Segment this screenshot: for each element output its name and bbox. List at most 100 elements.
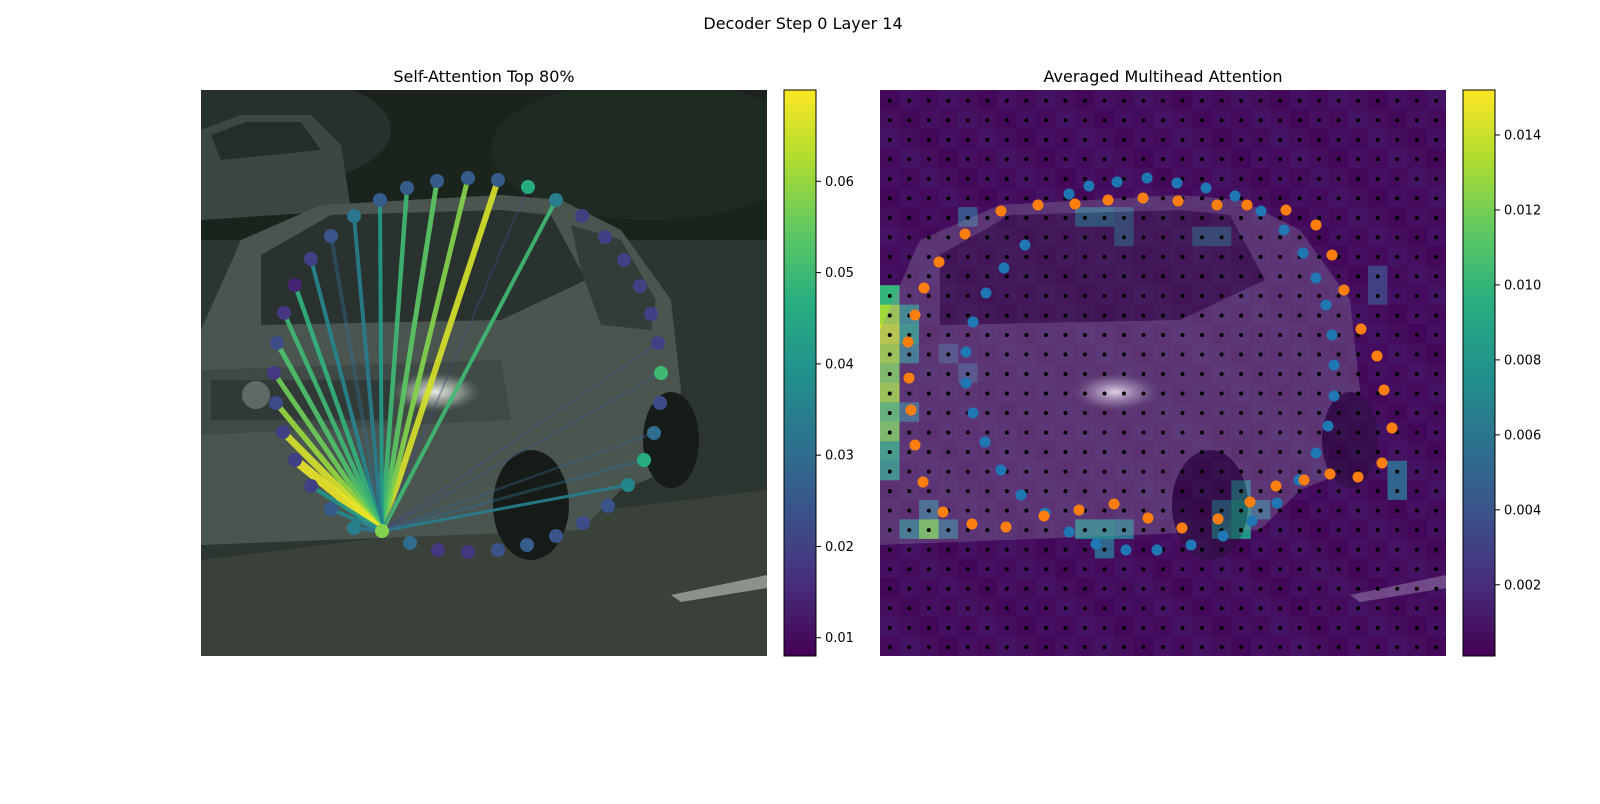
reference-dot bbox=[965, 332, 970, 337]
reference-dot bbox=[1434, 313, 1439, 318]
reference-dot bbox=[1043, 293, 1048, 298]
query-point bbox=[324, 229, 338, 243]
reference-dot bbox=[1024, 176, 1029, 181]
reference-dot bbox=[1200, 372, 1205, 376]
reference-dot bbox=[1297, 567, 1302, 572]
reference-dot bbox=[1434, 118, 1439, 123]
reference-dot bbox=[1063, 547, 1068, 552]
colorbar-tick-label: 0.04 bbox=[825, 357, 854, 372]
reference-dot bbox=[1356, 274, 1361, 279]
sampling-point bbox=[1151, 544, 1163, 556]
reference-dot bbox=[1258, 176, 1263, 181]
predicted-point bbox=[1176, 522, 1188, 534]
reference-dot bbox=[946, 489, 951, 494]
reference-dot bbox=[1180, 586, 1185, 591]
reference-dot bbox=[1414, 606, 1419, 611]
reference-dot bbox=[1258, 196, 1263, 201]
predicted-point bbox=[918, 282, 930, 294]
reference-dot bbox=[946, 372, 951, 376]
reference-dot bbox=[1161, 430, 1165, 435]
predicted-point bbox=[1280, 204, 1292, 216]
reference-dot bbox=[1336, 489, 1341, 494]
reference-dot bbox=[1141, 469, 1146, 474]
reference-dot bbox=[1375, 528, 1380, 533]
reference-dot bbox=[926, 567, 931, 572]
reference-dot bbox=[985, 469, 990, 474]
reference-dot bbox=[1121, 332, 1126, 337]
reference-dot bbox=[907, 352, 912, 357]
reference-dot bbox=[1219, 235, 1224, 240]
reference-dot bbox=[1141, 352, 1146, 357]
query-point bbox=[491, 543, 505, 557]
reference-dot bbox=[1356, 352, 1361, 357]
reference-dot bbox=[1395, 274, 1400, 279]
reference-dot bbox=[1297, 645, 1302, 650]
reference-dot bbox=[1161, 372, 1165, 376]
reference-dot bbox=[1043, 606, 1048, 611]
reference-dot bbox=[985, 176, 990, 181]
reference-dot bbox=[1180, 469, 1185, 474]
reference-dot bbox=[1082, 176, 1087, 181]
reference-dot bbox=[887, 645, 892, 650]
reference-dot bbox=[1239, 215, 1244, 220]
predicted-point bbox=[1032, 199, 1044, 211]
reference-dot bbox=[1102, 157, 1107, 162]
reference-dot bbox=[1239, 98, 1244, 103]
reference-dot bbox=[887, 547, 892, 552]
reference-dot bbox=[1200, 274, 1205, 279]
reference-dot bbox=[946, 391, 951, 396]
reference-dot bbox=[1414, 332, 1419, 337]
reference-dot bbox=[1082, 450, 1087, 455]
reference-dot bbox=[1102, 372, 1107, 376]
reference-dot bbox=[985, 586, 990, 591]
reference-dot bbox=[1043, 215, 1048, 220]
reference-dot bbox=[1043, 137, 1048, 142]
reference-dot bbox=[1063, 508, 1068, 513]
reference-dot bbox=[1297, 98, 1302, 103]
reference-dot bbox=[1102, 430, 1107, 435]
reference-dot bbox=[1063, 137, 1068, 142]
reference-dot bbox=[907, 489, 912, 494]
sampling-point bbox=[960, 377, 972, 389]
reference-dot bbox=[926, 137, 931, 142]
reference-dot bbox=[1278, 274, 1283, 279]
reference-dot bbox=[1395, 215, 1400, 220]
predicted-point bbox=[1172, 195, 1184, 207]
reference-dot bbox=[1317, 332, 1322, 337]
reference-dot bbox=[1297, 469, 1302, 474]
query-point bbox=[549, 529, 563, 543]
reference-dot bbox=[1043, 196, 1048, 201]
reference-dot bbox=[1082, 430, 1087, 435]
sampling-point bbox=[1090, 538, 1102, 550]
reference-dot bbox=[1414, 235, 1419, 240]
reference-dot bbox=[1297, 274, 1302, 279]
attention-edge bbox=[381, 372, 662, 532]
reference-dot bbox=[1239, 293, 1244, 298]
reference-dot bbox=[965, 391, 970, 396]
reference-dot bbox=[1278, 176, 1283, 181]
reference-dot bbox=[1063, 625, 1068, 630]
reference-dot bbox=[1141, 137, 1146, 142]
query-point bbox=[598, 230, 612, 244]
reference-dot bbox=[1356, 586, 1361, 591]
reference-dot bbox=[907, 606, 912, 611]
reference-dot bbox=[1141, 313, 1146, 318]
predicted-point bbox=[1298, 474, 1310, 486]
reference-dot bbox=[1141, 528, 1146, 533]
reference-dot bbox=[926, 235, 931, 240]
reference-dot bbox=[1102, 489, 1107, 494]
reference-dot bbox=[965, 98, 970, 103]
reference-dot bbox=[1395, 625, 1400, 630]
reference-dot bbox=[1395, 372, 1400, 376]
reference-dot bbox=[1336, 274, 1341, 279]
reference-dot bbox=[1434, 215, 1439, 220]
reference-dot bbox=[965, 625, 970, 630]
query-point bbox=[653, 396, 667, 410]
reference-dot bbox=[1024, 547, 1029, 552]
reference-dot bbox=[1082, 118, 1087, 123]
attention-edge bbox=[379, 179, 501, 532]
reference-dot bbox=[1082, 157, 1087, 162]
query-point bbox=[461, 171, 475, 185]
reference-dot bbox=[1375, 645, 1380, 650]
colorbar-tick-label: 0.010 bbox=[1504, 278, 1541, 293]
